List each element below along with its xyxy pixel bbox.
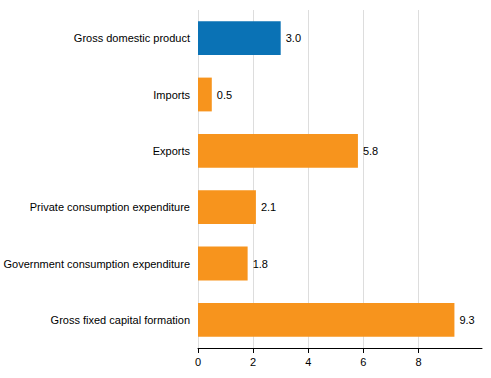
svg-text:4: 4 <box>305 356 311 368</box>
svg-text:Exports: Exports <box>153 145 191 157</box>
svg-text:2.1: 2.1 <box>261 201 276 213</box>
svg-text:8: 8 <box>416 356 422 368</box>
svg-text:3.0: 3.0 <box>286 32 301 44</box>
svg-text:Private consumption expenditur: Private consumption expenditure <box>30 201 190 213</box>
svg-text:0.5: 0.5 <box>217 89 232 101</box>
svg-text:Government consumption expendi: Government consumption expenditure <box>4 258 191 270</box>
svg-text:9.3: 9.3 <box>459 314 474 326</box>
svg-text:Imports: Imports <box>153 89 190 101</box>
svg-text:Gross domestic product: Gross domestic product <box>74 32 190 44</box>
svg-text:5.8: 5.8 <box>363 145 378 157</box>
svg-text:2: 2 <box>250 356 256 368</box>
svg-text:1.8: 1.8 <box>253 258 268 270</box>
svg-text:6: 6 <box>360 356 366 368</box>
svg-text:Gross fixed capital formation: Gross fixed capital formation <box>51 314 190 326</box>
svg-text:0: 0 <box>195 356 201 368</box>
